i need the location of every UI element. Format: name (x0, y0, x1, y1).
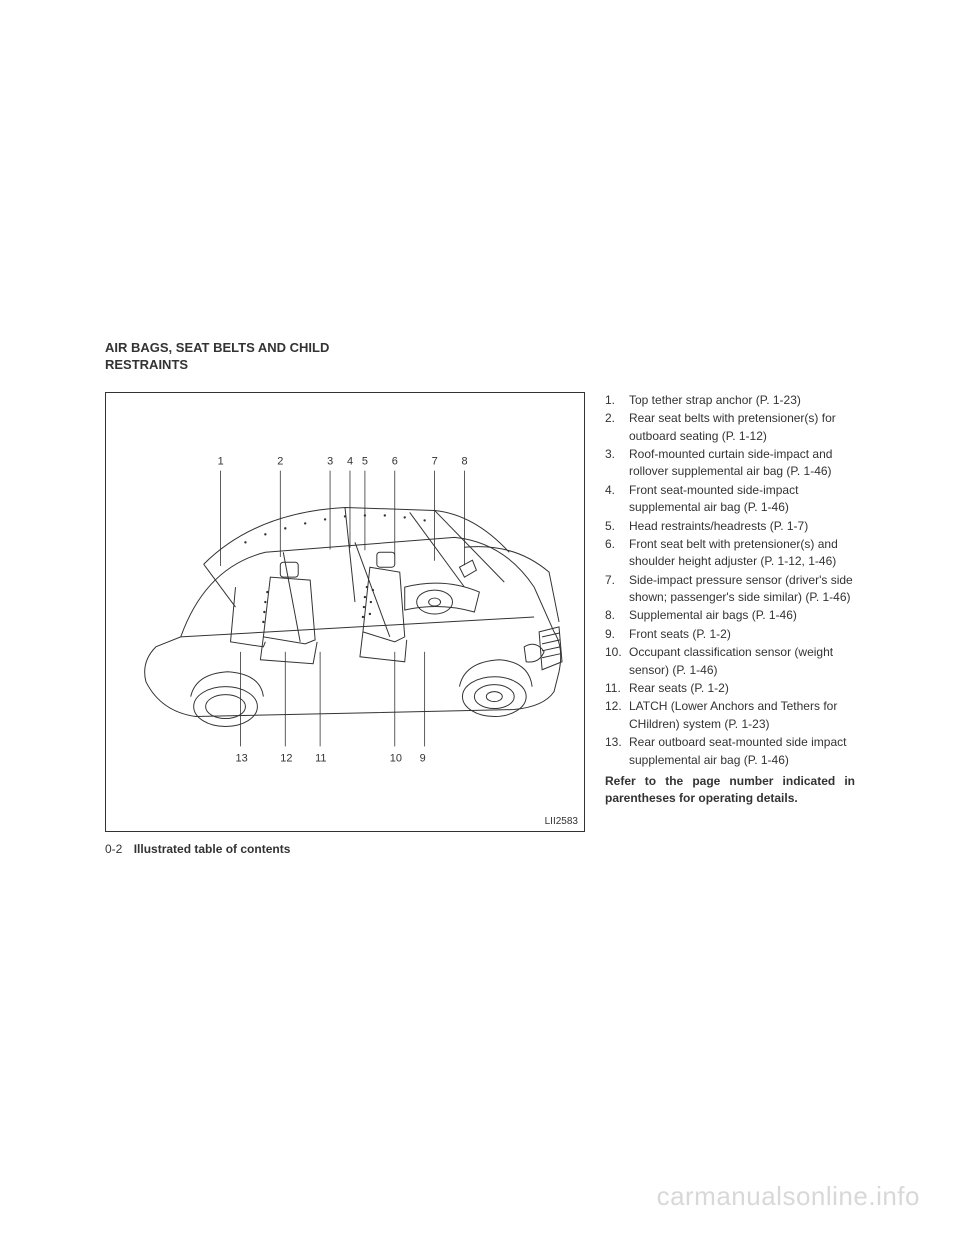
section-title-line2: RESTRAINTS (105, 357, 188, 372)
svg-text:3: 3 (327, 455, 333, 467)
legend-item: 6.Front seat belt with pretensioner(s) a… (605, 536, 855, 571)
page-content: AIR BAGS, SEAT BELTS AND CHILD RESTRAINT… (105, 340, 855, 856)
legend-item-num: 2. (605, 410, 629, 445)
page-footer: 0-2 Illustrated table of contents (105, 842, 855, 856)
legend-item-text: Occupant classification sensor (weight s… (629, 644, 855, 679)
svg-text:4: 4 (347, 455, 353, 467)
legend-item-text: Head restraints/headrests (P. 1-7) (629, 518, 855, 535)
legend-item-num: 13. (605, 734, 629, 769)
legend-item: 12.LATCH (Lower Anchors and Tethers for … (605, 698, 855, 733)
svg-text:12: 12 (280, 752, 292, 764)
legend-item-text: Front seat-mounted side-impact supplemen… (629, 482, 855, 517)
section-title: AIR BAGS, SEAT BELTS AND CHILD RESTRAINT… (105, 340, 855, 374)
legend-item-num: 12. (605, 698, 629, 733)
legend-item-text: Rear seat belts with pretensioner(s) for… (629, 410, 855, 445)
legend-item: 5.Head restraints/headrests (P. 1-7) (605, 518, 855, 535)
legend-item: 8.Supplemental air bags (P. 1-46) (605, 607, 855, 624)
legend: 1.Top tether strap anchor (P. 1-23)2.Rea… (605, 392, 855, 832)
svg-text:8: 8 (461, 455, 467, 467)
svg-text:5: 5 (362, 455, 368, 467)
svg-text:7: 7 (432, 455, 438, 467)
legend-item-num: 8. (605, 607, 629, 624)
legend-list: 1.Top tether strap anchor (P. 1-23)2.Rea… (605, 392, 855, 769)
legend-item: 4.Front seat-mounted side-impact supplem… (605, 482, 855, 517)
legend-item-num: 9. (605, 626, 629, 643)
legend-item-num: 5. (605, 518, 629, 535)
legend-item-text: Side-impact pressure sensor (driver's si… (629, 572, 855, 607)
svg-text:1: 1 (218, 455, 224, 467)
svg-text:13: 13 (236, 752, 248, 764)
legend-footer: Refer to the page number indicated in pa… (605, 773, 855, 808)
legend-item-text: Supplemental air bags (P. 1-46) (629, 607, 855, 624)
svg-text:11: 11 (315, 752, 326, 764)
legend-item: 1.Top tether strap anchor (P. 1-23) (605, 392, 855, 409)
svg-text:2: 2 (277, 455, 283, 467)
legend-item-text: Top tether strap anchor (P. 1-23) (629, 392, 855, 409)
main-row: 12345678 131211109 (105, 392, 855, 832)
legend-item-text: LATCH (Lower Anchors and Tethers for CHi… (629, 698, 855, 733)
page-footer-title: Illustrated table of contents (134, 842, 291, 856)
legend-item-num: 7. (605, 572, 629, 607)
legend-item-num: 4. (605, 482, 629, 517)
legend-item-num: 1. (605, 392, 629, 409)
legend-item: 11.Rear seats (P. 1-2) (605, 680, 855, 697)
legend-item-text: Front seat belt with pretensioner(s) and… (629, 536, 855, 571)
diagram-id: LII2583 (545, 816, 578, 827)
legend-item-num: 11. (605, 680, 629, 697)
legend-item-text: Rear seats (P. 1-2) (629, 680, 855, 697)
legend-item-text: Front seats (P. 1-2) (629, 626, 855, 643)
legend-item-num: 6. (605, 536, 629, 571)
watermark: carmanualsonline.info (657, 1181, 920, 1212)
legend-item: 7.Side-impact pressure sensor (driver's … (605, 572, 855, 607)
legend-item-text: Rear outboard seat-mounted side impact s… (629, 734, 855, 769)
car-diagram: 12345678 131211109 (106, 393, 584, 831)
svg-text:6: 6 (392, 455, 398, 467)
legend-item-num: 3. (605, 446, 629, 481)
svg-text:10: 10 (390, 752, 402, 764)
legend-item: 13.Rear outboard seat-mounted side impac… (605, 734, 855, 769)
legend-item-text: Roof-mounted curtain side-impact and rol… (629, 446, 855, 481)
legend-item-num: 10. (605, 644, 629, 679)
svg-text:9: 9 (420, 752, 426, 764)
page-number: 0-2 (105, 842, 122, 856)
diagram-box: 12345678 131211109 (105, 392, 585, 832)
legend-item: 10.Occupant classification sensor (weigh… (605, 644, 855, 679)
legend-item: 2.Rear seat belts with pretensioner(s) f… (605, 410, 855, 445)
legend-item: 9.Front seats (P. 1-2) (605, 626, 855, 643)
legend-item: 3.Roof-mounted curtain side-impact and r… (605, 446, 855, 481)
section-title-line1: AIR BAGS, SEAT BELTS AND CHILD (105, 340, 329, 355)
